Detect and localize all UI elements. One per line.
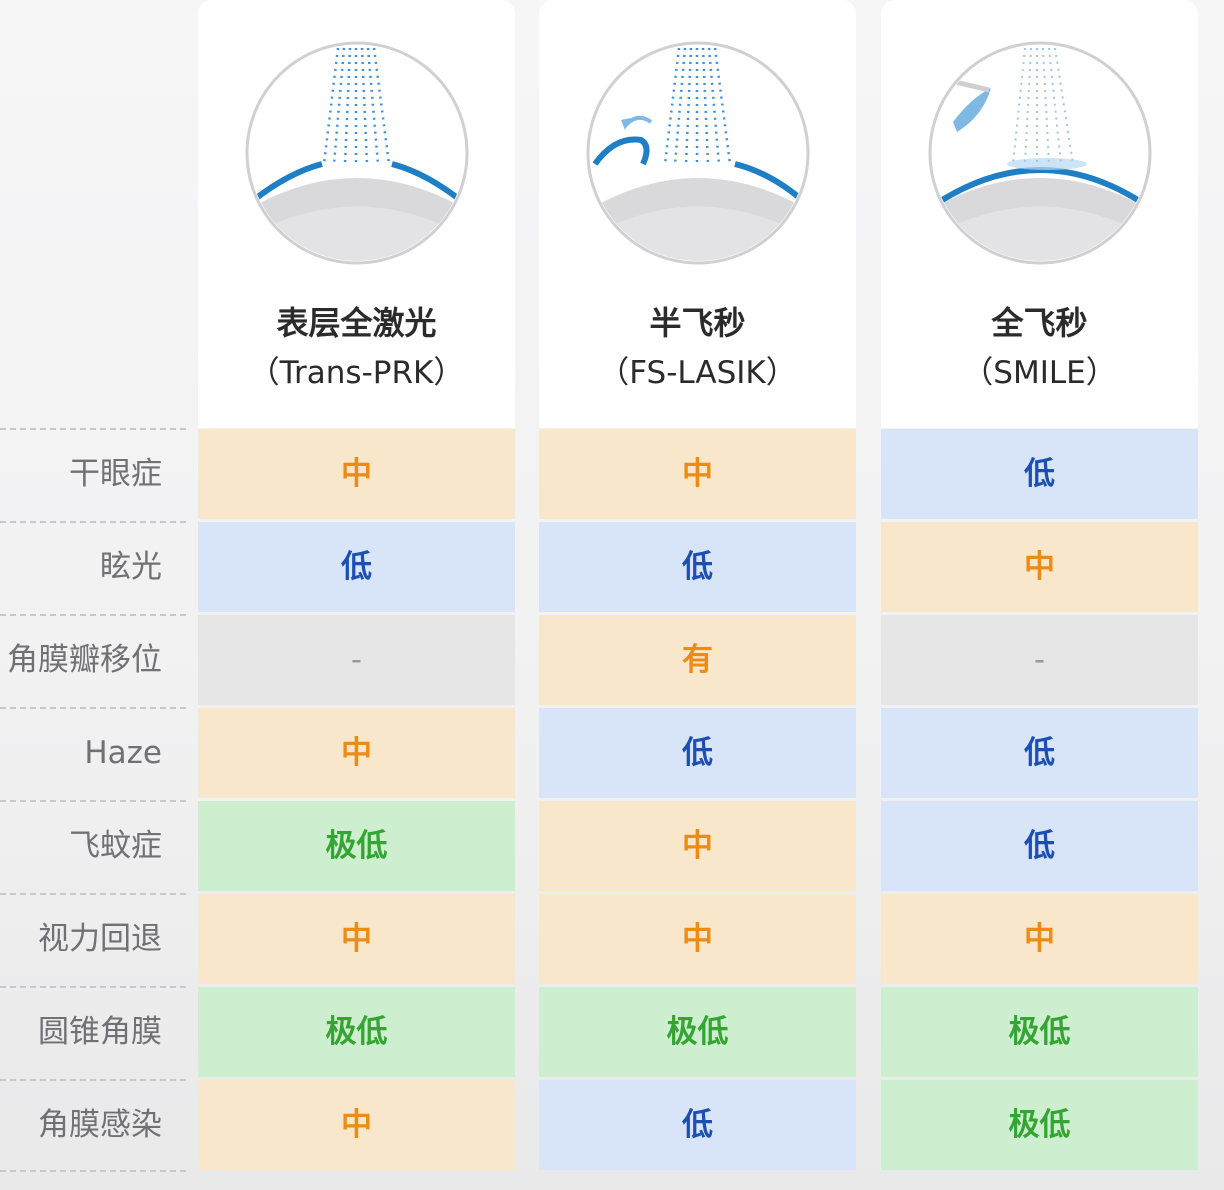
row-divider	[0, 986, 186, 988]
lenticule-extraction-icon	[927, 40, 1153, 266]
table-cell: 中	[539, 894, 856, 984]
column-title: 表层全激光	[276, 304, 437, 342]
table-cell: 中	[198, 708, 515, 798]
table-cell: 低	[539, 708, 856, 798]
table-row: 干眼症 中 中 低	[0, 428, 1224, 521]
table-row: 角膜瓣移位 - 有 -	[0, 614, 1224, 707]
column-trans-prk: 表层全激光 （Trans-PRK）	[198, 0, 515, 428]
row-label: 视力回退	[38, 921, 162, 957]
row-divider	[0, 614, 186, 616]
table-cell: 极低	[881, 987, 1198, 1077]
row-label: 角膜瓣移位	[7, 642, 162, 678]
column-smile: 全飞秒 （SMILE）	[881, 0, 1198, 428]
row-label: 眩光	[100, 549, 162, 585]
table-cell: 中	[198, 894, 515, 984]
table-row: 眩光 低 低 中	[0, 521, 1224, 614]
table-cell: 有	[539, 615, 856, 705]
table-cell: 中	[539, 429, 856, 519]
table-cell: 中	[198, 429, 515, 519]
table-cell: 极低	[881, 1080, 1198, 1170]
column-subtitle: （Trans-PRK）	[248, 355, 465, 391]
table-row: 角膜感染 中 低 极低	[0, 1079, 1224, 1172]
table-cell: 中	[881, 894, 1198, 984]
table-cell: 低	[198, 522, 515, 612]
table-row: 圆锥角膜 极低 极低 极低	[0, 986, 1224, 1079]
column-subtitle: （SMILE）	[962, 355, 1117, 391]
column-fs-lasik: 半飞秒 （FS-LASIK）	[539, 0, 856, 428]
table-row: 飞蚊症 极低 中 低	[0, 800, 1224, 893]
table-row: Haze 中 低 低	[0, 707, 1224, 800]
row-divider	[0, 428, 186, 430]
row-divider	[0, 893, 186, 895]
table-cell: 低	[881, 801, 1198, 891]
row-divider	[0, 1079, 186, 1081]
table-cell: 低	[539, 1080, 856, 1170]
row-divider	[0, 521, 186, 523]
row-divider	[0, 800, 186, 802]
column-subtitle: （FS-LASIK）	[598, 355, 797, 391]
table-cell: 极低	[539, 987, 856, 1077]
table-row: 视力回退 中 中 中	[0, 893, 1224, 986]
table-cell: 低	[881, 429, 1198, 519]
table-cell: 极低	[198, 801, 515, 891]
row-label: 角膜感染	[38, 1107, 162, 1143]
table-cell: -	[881, 615, 1198, 705]
table-cell: 低	[881, 708, 1198, 798]
table-cell: 低	[539, 522, 856, 612]
flap-laser-icon	[585, 40, 811, 266]
table-cell: 中	[198, 1080, 515, 1170]
laser-ablation-icon	[244, 40, 470, 266]
table-cell: 极低	[198, 987, 515, 1077]
table-cell: -	[198, 615, 515, 705]
table-cell: 中	[881, 522, 1198, 612]
row-label: 圆锥角膜	[38, 1014, 162, 1050]
row-divider	[0, 707, 186, 709]
row-label: 干眼症	[69, 456, 162, 492]
table-cell: 中	[539, 801, 856, 891]
row-label: Haze	[84, 735, 162, 771]
row-label: 飞蚊症	[69, 828, 162, 864]
column-title: 半飞秒	[649, 304, 746, 342]
column-title: 全飞秒	[991, 304, 1088, 342]
row-divider	[0, 1170, 186, 1172]
